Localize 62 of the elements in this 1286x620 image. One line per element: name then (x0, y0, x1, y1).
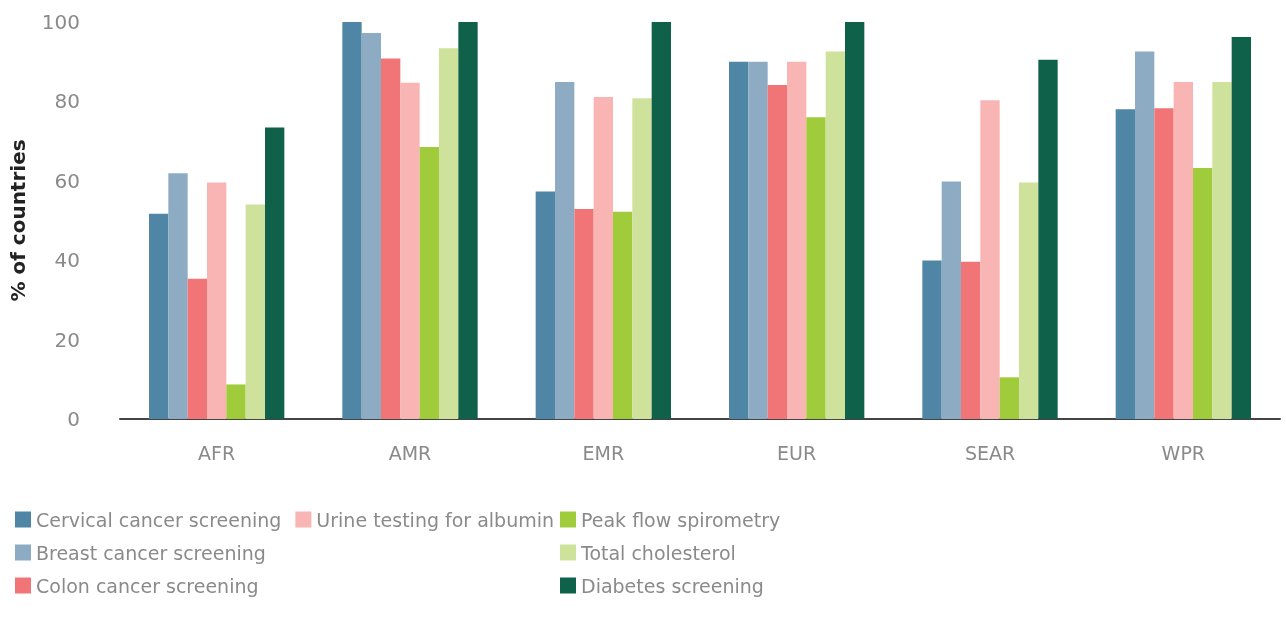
bar (613, 211, 633, 419)
bar (400, 82, 420, 419)
bar (1038, 59, 1058, 419)
legend-label: Urine testing for albumin (316, 508, 555, 531)
legend-label: Total cholesterol (580, 541, 736, 564)
y-axis-title: % of countries (6, 139, 30, 302)
bar (207, 182, 227, 419)
bar (1115, 109, 1135, 419)
bar (168, 173, 188, 419)
bar (806, 117, 826, 419)
bar (825, 51, 845, 419)
bar (980, 100, 1000, 419)
x-tick-label: EUR (777, 441, 817, 464)
bar (999, 377, 1019, 419)
x-tick-label: SEAR (964, 441, 1016, 464)
bar (1135, 51, 1155, 419)
legend-label: Colon cancer screening (36, 574, 259, 597)
bar (729, 61, 749, 419)
x-tick-label: EMR (582, 441, 625, 464)
legend-label: Diabetes screening (581, 574, 764, 597)
bar (555, 81, 575, 419)
x-tick-label: WPR (1161, 441, 1206, 464)
x-tick-label: AMR (388, 441, 432, 464)
bar (439, 48, 459, 419)
bar (961, 261, 981, 419)
bar (1193, 168, 1213, 419)
bar (593, 97, 613, 419)
y-tick-label: 60 (54, 168, 80, 193)
bar (226, 384, 246, 419)
y-tick-label: 20 (54, 327, 80, 352)
bar (187, 278, 207, 419)
legend-label: Breast cancer screening (36, 541, 266, 564)
bar (632, 98, 652, 419)
y-tick-label: 80 (54, 89, 80, 114)
bar (535, 191, 555, 419)
bar (767, 85, 787, 419)
bar (1019, 182, 1039, 419)
y-tick-label: 0 (67, 407, 80, 431)
bar (1154, 108, 1174, 419)
bar (245, 204, 265, 419)
legend-label: Peak flow spirometry (581, 508, 781, 531)
bar (381, 58, 401, 419)
bar (941, 181, 961, 419)
bar (574, 208, 594, 419)
legend-label: Cervical cancer screening (36, 508, 282, 531)
y-tick-label: 40 (54, 248, 80, 273)
bar (1231, 37, 1251, 419)
bar (787, 61, 807, 419)
bar (149, 213, 169, 419)
bar (1173, 81, 1193, 419)
bar (922, 260, 942, 419)
bar (361, 33, 381, 419)
bar (845, 22, 865, 419)
bar (342, 22, 362, 419)
bar (748, 61, 768, 419)
bar (651, 22, 671, 419)
y-tick-label: 100 (41, 10, 80, 34)
x-tick-label: AFR (198, 441, 236, 464)
bar (1212, 81, 1232, 419)
bar (265, 127, 285, 419)
bar (419, 147, 439, 419)
bar (458, 22, 478, 419)
